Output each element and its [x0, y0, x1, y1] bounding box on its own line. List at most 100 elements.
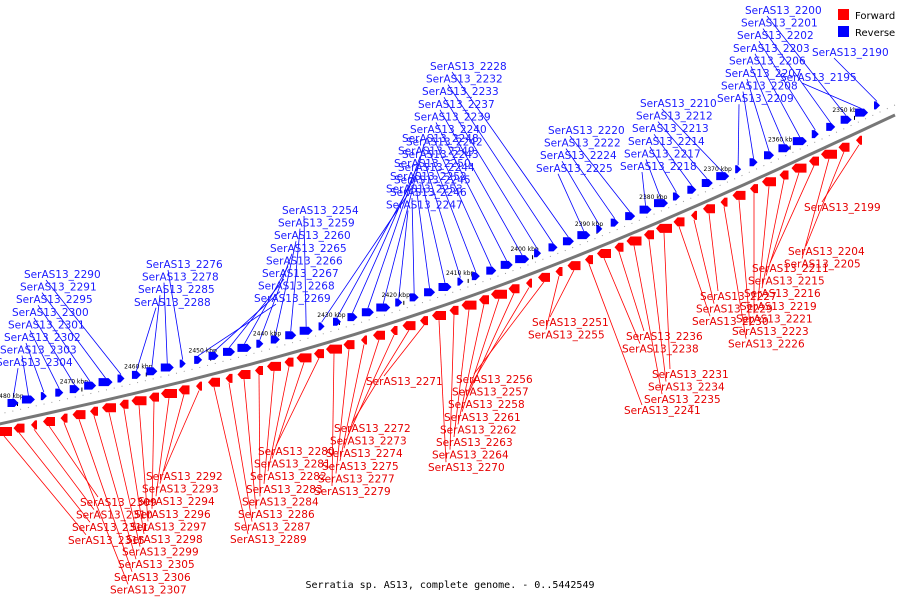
forward-gene-arrow: [479, 295, 489, 305]
reverse-leader-line: [423, 160, 461, 278]
reverse-leader-line: [336, 181, 413, 318]
forward-gene-arrow: [255, 365, 263, 375]
reverse-gene-arrow: [840, 115, 852, 124]
reverse-gene-label: SerAS13_2285: [138, 284, 215, 296]
reverse-gene-arrow: [333, 317, 341, 326]
reverse-gene-label: SerAS13_2265: [270, 243, 347, 255]
tick-label: 2440 kbp: [253, 331, 281, 338]
forward-leader-line: [123, 408, 145, 535]
tick-label: 2480 kbp: [0, 393, 24, 400]
forward-gene-arrow: [161, 389, 177, 399]
forward-leader-line: [331, 353, 335, 487]
legend: Forward Reverse: [838, 9, 895, 39]
reverse-gene-label: SerAS13_2195: [780, 72, 857, 84]
forward-leader-line: [267, 366, 290, 472]
forward-gene-arrow: [420, 316, 428, 326]
forward-gene-label: SerAS13_2274: [326, 448, 403, 460]
forward-gene-label: SerAS13_2215: [748, 276, 825, 288]
reverse-gene-arrow: [596, 224, 603, 233]
reverse-gene-arrow: [577, 231, 591, 240]
reverse-leader-line: [754, 53, 801, 138]
forward-leader-line: [159, 394, 185, 484]
forward-gene-label: SerAS13_2264: [432, 450, 509, 462]
tick-label: 2430 kbp: [317, 312, 345, 319]
forward-leader-line: [453, 309, 470, 438]
backbone-line: [0, 113, 896, 426]
reverse-gene-arrow: [764, 151, 774, 160]
forward-leader-line: [151, 401, 155, 509]
forward-gene-label: SerAS13_2280: [258, 446, 335, 458]
forward-gene-label: SerAS13_2257: [452, 387, 529, 399]
reverse-leader-line: [801, 82, 862, 109]
forward-gene-arrow: [326, 344, 342, 354]
tick-label: 2410 kbp: [446, 270, 474, 277]
forward-leader-line: [549, 269, 575, 318]
forward-gene-label: SerAS13_2284: [242, 496, 319, 508]
forward-leader-line: [258, 374, 261, 497]
reverse-gene-label: SerAS13_2228: [430, 61, 507, 73]
forward-gene-arrow: [196, 381, 202, 391]
reverse-gene-arrow: [7, 398, 19, 407]
forward-gene-arrow: [491, 289, 507, 299]
reverse-leader-line: [382, 143, 425, 304]
reverse-gene-arrow: [424, 288, 436, 297]
forward-gene-label: SerAS13_2271: [366, 376, 443, 388]
reverse-leader-line: [33, 317, 76, 386]
forward-leader-line: [648, 239, 667, 382]
reverse-leader-line: [29, 330, 60, 389]
forward-gene-label: SerAS13_2299: [122, 547, 199, 559]
reverse-gene-label: SerAS13_2239: [414, 111, 491, 123]
forward-leader-line: [3, 435, 87, 536]
reverse-leader-line: [762, 28, 832, 124]
forward-leader-line: [438, 320, 447, 463]
forward-gene-arrow: [750, 184, 758, 194]
reverse-gene-label: SerAS13_2252: [390, 171, 467, 183]
reverse-leader-line: [303, 215, 307, 327]
reverse-gene-label: SerAS13_2291: [20, 282, 97, 294]
reverse-gene-label: SerAS13_2276: [146, 259, 223, 271]
reverse-gene-label: SerAS13_2190: [812, 47, 889, 59]
forward-gene-label: SerAS13_2256: [456, 374, 533, 386]
forward-leader-line: [339, 344, 365, 461]
reverse-leader-line: [411, 197, 415, 294]
reverse-gene-label: SerAS13_2301: [8, 319, 85, 331]
reverse-gene-label: SerAS13_2213: [632, 123, 709, 135]
reverse-gene-arrow: [826, 122, 836, 131]
reverse-gene-arrow: [534, 249, 542, 258]
forward-gene-label: SerAS13_2289: [230, 534, 307, 546]
forward-gene-arrow: [90, 406, 98, 416]
reverse-leader-line: [290, 228, 301, 332]
reverse-gene-arrow: [855, 108, 869, 117]
forward-gene-arrow: [225, 373, 233, 383]
reverse-gene-arrow: [98, 378, 113, 387]
reverse-gene-label: SerAS13_2254: [282, 205, 359, 217]
forward-gene-label: SerAS13_2298: [126, 534, 203, 546]
tick-label: 2360 kbp: [768, 137, 796, 144]
forward-gene-label: SerAS13_2229: [696, 304, 773, 316]
forward-gene-arrow: [809, 156, 819, 166]
forward-gene-label: SerAS13_2309: [80, 497, 157, 509]
forward-gene-arrow: [284, 357, 294, 367]
reverse-gene-arrow: [21, 395, 35, 404]
reverse-gene-arrow: [792, 137, 807, 146]
forward-gene-arrow: [461, 300, 477, 310]
forward-gene-arrow: [703, 204, 715, 214]
forward-gene-arrow: [119, 399, 129, 409]
forward-leader-line: [757, 186, 770, 301]
reverse-gene-arrow: [347, 313, 358, 322]
forward-gene-label: SerAS13_2282: [250, 471, 327, 483]
reverse-leader-line: [641, 171, 646, 206]
forward-gene-label: SerAS13_2255: [528, 330, 605, 342]
forward-leader-line: [78, 419, 133, 572]
forward-leader-line: [275, 357, 320, 447]
forward-leader-line: [723, 206, 747, 339]
forward-leader-line: [805, 151, 845, 247]
forward-gene-label: SerAS13_2296: [134, 509, 211, 521]
forward-leader-line: [163, 390, 200, 472]
reverse-leader-line: [415, 185, 430, 289]
tick-label: 2470 kbp: [60, 379, 88, 386]
reverse-gene-label: SerAS13_2220: [548, 125, 625, 137]
reverse-leader-line: [37, 304, 91, 382]
forward-gene-label: SerAS13_2294: [138, 496, 215, 508]
forward-gene-label: SerAS13_2277: [318, 473, 395, 485]
